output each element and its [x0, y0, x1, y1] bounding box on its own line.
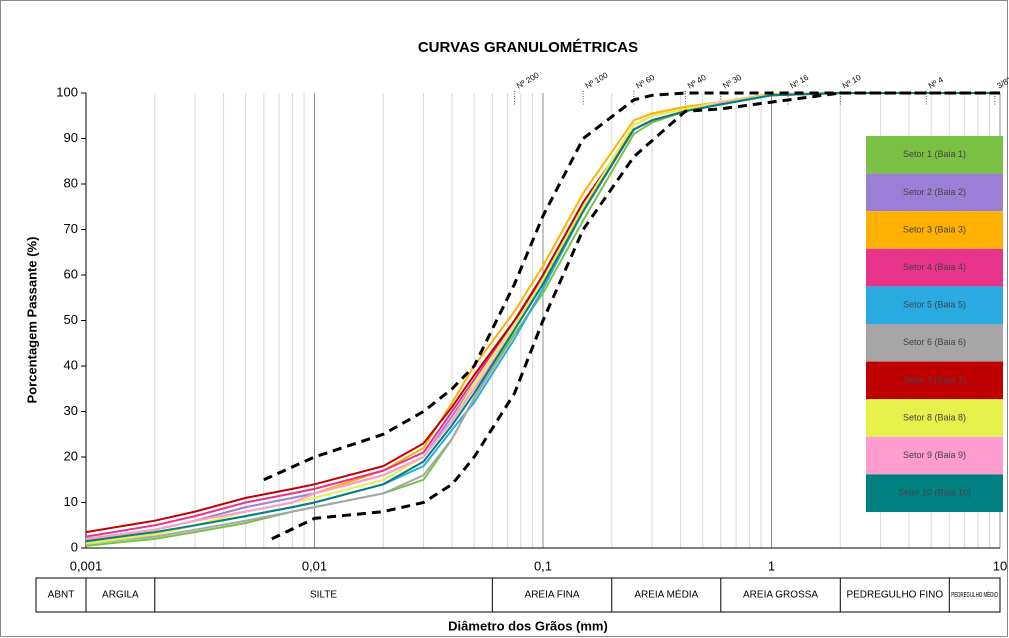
legend-label: Setor 4 (Baia 4)	[903, 262, 966, 272]
x-tick-label: 10	[993, 558, 1007, 573]
legend-label: Setor 8 (Baia 8)	[903, 412, 966, 422]
class-label: PEDREGULHO MÉDIO	[951, 590, 998, 599]
legend-label: Setor 3 (Baia 3)	[903, 224, 966, 234]
y-axis-label: Porcentagem Passante (%)	[24, 237, 39, 404]
legend-swatch	[866, 474, 1003, 512]
legend-swatch	[866, 248, 1003, 287]
legend-label: Setor 10 (Baia 10)	[898, 488, 971, 498]
y-tick-label: 0	[71, 539, 78, 554]
envelope-line	[263, 91, 1000, 482]
y-tick-label: 50	[64, 312, 78, 327]
y-tick-label: 80	[64, 175, 78, 190]
x-axis-label: Diâmetro dos Grãos (mm)	[448, 618, 608, 633]
y-tick-label: 60	[64, 266, 78, 281]
x-tick-label: 1	[768, 558, 775, 573]
class-label: AREIA GROSSA	[743, 590, 818, 601]
legend-label: Setor 1 (Baia 1)	[903, 149, 966, 159]
class-label: ARGILA	[102, 590, 139, 601]
y-tick-label: 40	[64, 357, 78, 372]
class-label: SILTE	[310, 590, 337, 601]
x-tick-label: 0,1	[534, 558, 552, 573]
class-label: AREIA MÉDIA	[634, 588, 698, 601]
class-label: AREIA FINA	[525, 590, 580, 601]
class-label: PEDREGULHO FINO	[846, 590, 943, 601]
legend-swatch	[866, 211, 1003, 249]
y-tick-label: 70	[64, 221, 78, 236]
legend-swatch	[866, 361, 1003, 400]
legend-swatch	[866, 399, 1003, 437]
envelope-line	[271, 91, 1000, 541]
legend-swatch	[866, 136, 1003, 174]
y-tick-label: 100	[56, 84, 78, 99]
legend-swatch	[866, 436, 1003, 475]
legend-label: Setor 9 (Baia 9)	[903, 450, 966, 460]
legend-label: Setor 6 (Baia 6)	[903, 337, 966, 347]
y-tick-label: 10	[64, 494, 78, 509]
y-tick-label: 90	[64, 130, 78, 145]
legend-swatch	[866, 324, 1003, 362]
legend-label: Setor 2 (Baia 2)	[903, 187, 966, 197]
y-tick-label: 30	[64, 403, 78, 418]
legend-swatch	[866, 286, 1003, 324]
class-system: ABNT	[48, 590, 75, 601]
x-tick-label: 0,01	[302, 558, 327, 573]
y-tick-label: 20	[64, 448, 78, 463]
legend-label: Setor 5 (Baia 5)	[903, 300, 966, 310]
series-line	[85, 92, 1000, 543]
x-tick-label: 0,001	[70, 558, 103, 573]
legend-label: Setor 7 (Baia 7)	[903, 375, 966, 385]
chart-title: CURVAS GRANULOMÉTRICAS	[418, 39, 638, 56]
legend-swatch	[866, 173, 1003, 212]
